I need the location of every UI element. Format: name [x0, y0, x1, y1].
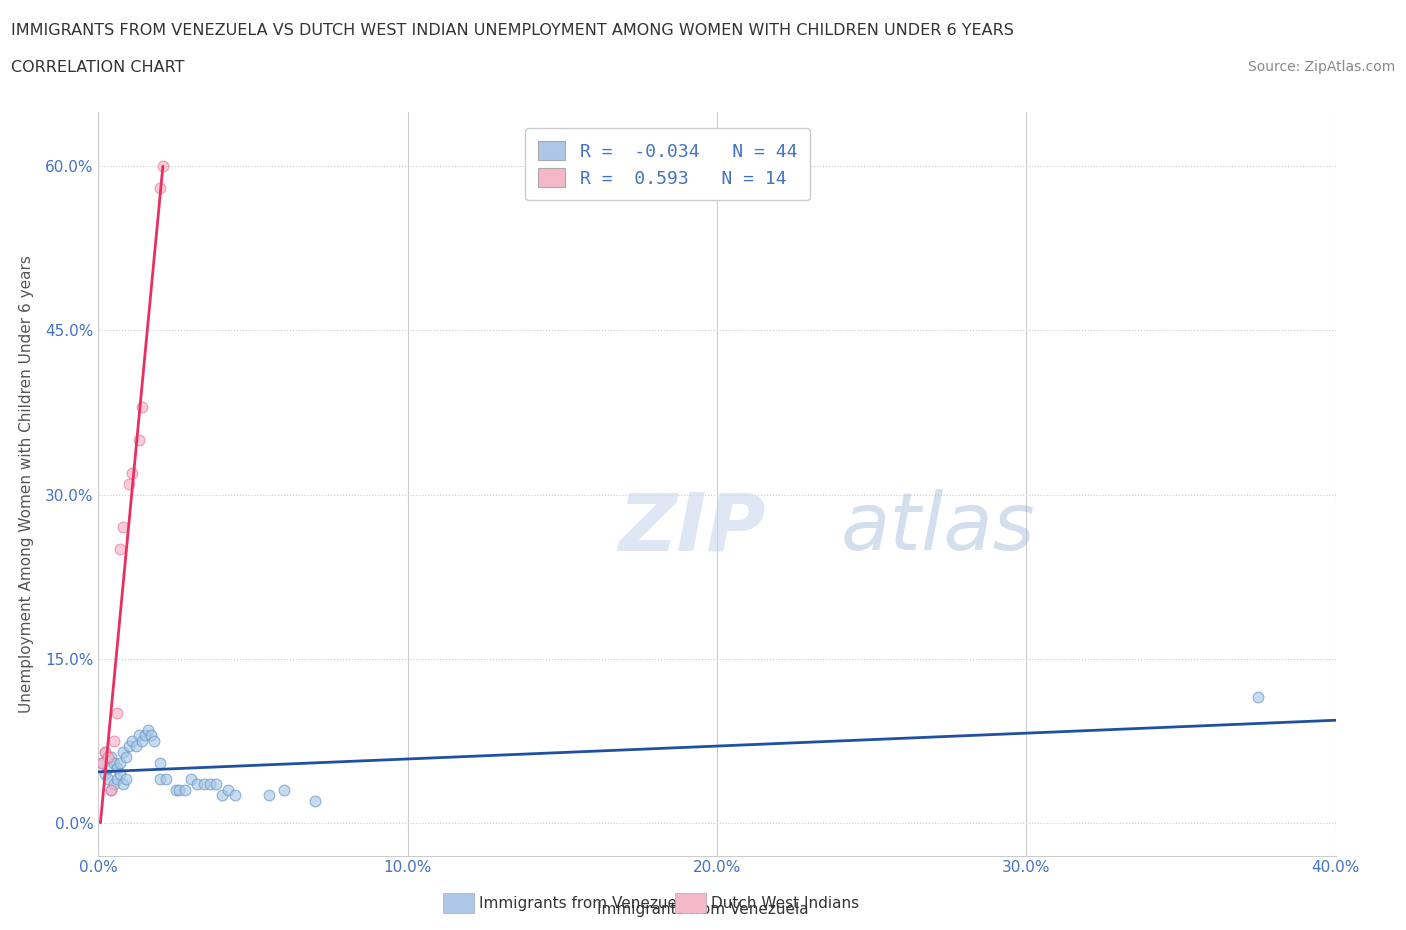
Point — [118, 476, 141, 491]
Point — [165, 782, 187, 797]
Point — [198, 777, 221, 792]
Point — [152, 159, 174, 174]
Text: atlas: atlas — [841, 489, 1036, 567]
Point — [105, 706, 128, 721]
Point — [134, 728, 156, 743]
Point — [112, 744, 135, 759]
Point — [257, 788, 280, 803]
Point — [93, 766, 115, 781]
Point — [97, 761, 120, 776]
Text: IMMIGRANTS FROM VENEZUELA VS DUTCH WEST INDIAN UNEMPLOYMENT AMONG WOMEN WITH CHI: IMMIGRANTS FROM VENEZUELA VS DUTCH WEST … — [11, 23, 1014, 38]
Point — [103, 733, 125, 748]
Point — [180, 772, 202, 787]
Point — [149, 180, 172, 195]
Point — [90, 755, 112, 770]
Point — [131, 733, 153, 748]
Text: Dutch West Indians: Dutch West Indians — [711, 896, 859, 910]
Point — [108, 542, 131, 557]
Point — [93, 744, 115, 759]
Point — [186, 777, 208, 792]
Point — [155, 772, 177, 787]
Text: Immigrants from Venezuela: Immigrants from Venezuela — [598, 902, 808, 917]
Text: Immigrants from Venezuela: Immigrants from Venezuela — [479, 896, 692, 910]
Point — [90, 755, 112, 770]
Point — [103, 777, 125, 792]
Point — [118, 738, 141, 753]
Point — [115, 772, 138, 787]
Point — [108, 766, 131, 781]
Point — [105, 772, 128, 787]
Point — [100, 750, 122, 764]
Point — [139, 728, 162, 743]
Point — [143, 733, 166, 748]
Point — [273, 782, 295, 797]
Point — [193, 777, 215, 792]
Point — [121, 733, 143, 748]
Point — [93, 744, 115, 759]
Point — [149, 772, 172, 787]
Point — [112, 520, 135, 535]
Legend: R =  -0.034   N = 44, R =  0.593   N = 14: R = -0.034 N = 44, R = 0.593 N = 14 — [526, 128, 810, 200]
Point — [97, 772, 120, 787]
Point — [124, 738, 146, 753]
Point — [97, 750, 120, 764]
Point — [211, 788, 233, 803]
Point — [100, 782, 122, 797]
Point — [224, 788, 246, 803]
Point — [131, 400, 153, 415]
Text: ZIP: ZIP — [619, 489, 765, 567]
Point — [115, 750, 138, 764]
Point — [121, 465, 143, 480]
Point — [128, 432, 150, 447]
Point — [128, 728, 150, 743]
Point — [105, 761, 128, 776]
Point — [174, 782, 197, 797]
Point — [136, 723, 159, 737]
Point — [304, 793, 326, 808]
Point — [108, 755, 131, 770]
Text: Source: ZipAtlas.com: Source: ZipAtlas.com — [1247, 60, 1395, 74]
Point — [205, 777, 228, 792]
Point — [149, 755, 172, 770]
Point — [1247, 689, 1270, 704]
Point — [103, 755, 125, 770]
Y-axis label: Unemployment Among Women with Children Under 6 years: Unemployment Among Women with Children U… — [18, 255, 34, 712]
Text: CORRELATION CHART: CORRELATION CHART — [11, 60, 184, 75]
Point — [100, 782, 122, 797]
Point — [167, 782, 190, 797]
Point — [112, 777, 135, 792]
Point — [217, 782, 239, 797]
